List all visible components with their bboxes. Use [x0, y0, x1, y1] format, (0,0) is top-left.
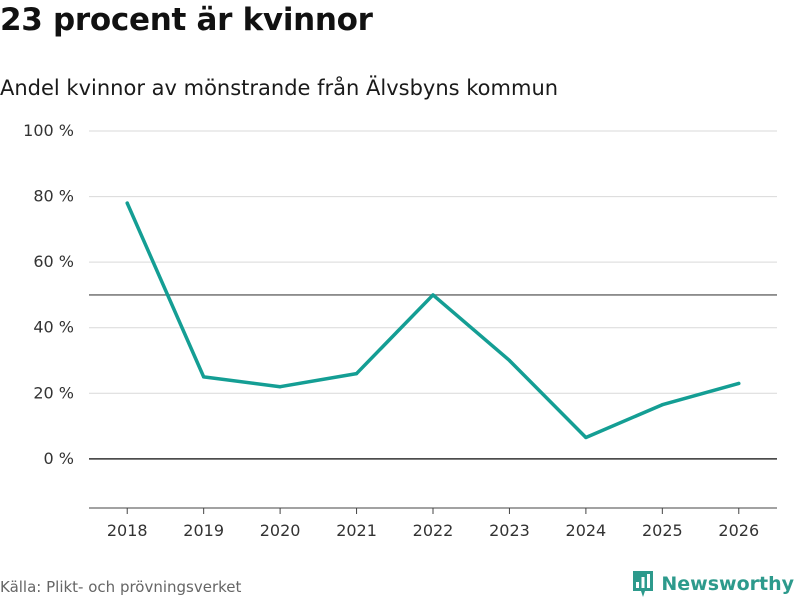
x-tick-label: 2026 — [718, 521, 759, 540]
x-tick-label: 2019 — [183, 521, 224, 540]
chart-subtitle: Andel kvinnor av mönstrande från Älvsbyn… — [0, 76, 559, 100]
x-tick-label: 2018 — [107, 521, 148, 540]
x-tick-label: 2024 — [566, 521, 607, 540]
data-point — [278, 385, 282, 389]
x-tick-label: 2020 — [260, 521, 301, 540]
y-tick-label: 100 % — [23, 121, 74, 140]
y-tick-label: 80 % — [33, 187, 74, 206]
x-tick-label: 2023 — [489, 521, 530, 540]
x-tick-label: 2025 — [642, 521, 683, 540]
y-tick-label: 0 % — [44, 449, 74, 468]
data-point — [584, 435, 588, 440]
data-point — [125, 201, 129, 205]
brand-logo[interactable]: Newsworthy — [631, 568, 794, 600]
data-point — [737, 381, 741, 386]
data-point — [660, 403, 664, 407]
bar-chart-logo-icon — [633, 571, 654, 597]
x-tick-label: 2021 — [336, 521, 377, 540]
data-point — [431, 293, 435, 297]
chart-title: 23 procent är kvinnor — [0, 2, 373, 38]
data-point — [354, 371, 359, 376]
source-note: Källa: Plikt- och prövningsverket — [0, 578, 242, 596]
data-point — [202, 375, 206, 379]
y-tick-label: 60 % — [33, 252, 74, 271]
y-tick-label: 40 % — [33, 318, 74, 337]
x-tick-label: 2022 — [413, 521, 454, 540]
brand-name: Newsworthy — [661, 573, 794, 595]
data-point — [507, 358, 512, 363]
series-line — [125, 201, 741, 440]
y-tick-label: 20 % — [33, 383, 74, 402]
